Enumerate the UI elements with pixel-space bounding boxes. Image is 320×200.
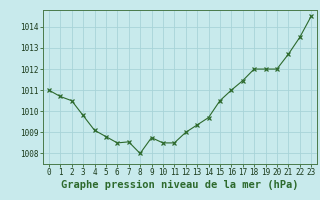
X-axis label: Graphe pression niveau de la mer (hPa): Graphe pression niveau de la mer (hPa): [61, 180, 299, 190]
